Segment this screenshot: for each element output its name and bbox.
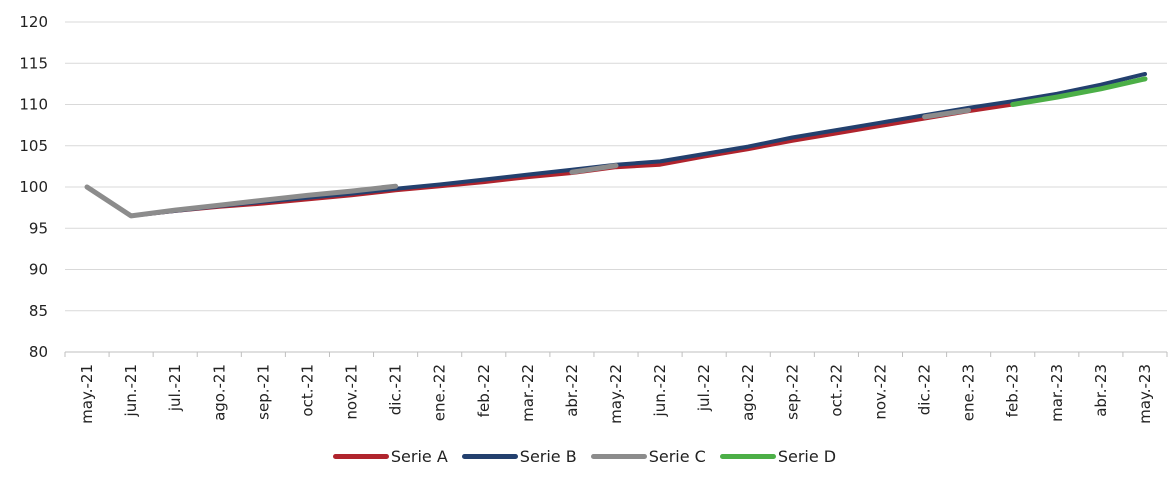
legend-swatch-serie-d (719, 453, 776, 459)
x-tick-label: feb.-23 (1004, 364, 1022, 417)
y-axis-ticks: 80 85 90 95 100 105 110 115 120 (19, 13, 48, 361)
x-tick-label: feb.-22 (475, 364, 493, 417)
y-tick-label: 115 (19, 54, 48, 72)
line-chart: 80 85 90 95 100 105 110 115 120 may.-21 jun.-21 ju… (19, 13, 1168, 424)
legend-swatch-serie-a (332, 453, 389, 459)
x-tick-label: may.-22 (607, 364, 625, 424)
x-tick-label: nov.-21 (343, 364, 361, 420)
y-tick-label: 100 (19, 178, 48, 196)
legend-item-serie-b: Serie B (461, 446, 577, 466)
series-line-serie-a (85, 76, 1147, 218)
legend-label-serie-d: Serie D (777, 446, 837, 466)
x-tick-label: ene.-23 (960, 364, 978, 421)
series-line-serie-c-segment (922, 107, 972, 120)
x-tick-label: oct.-21 (298, 364, 316, 417)
legend-swatch-serie-b (461, 453, 518, 459)
x-tick-label: mar.-23 (1048, 364, 1066, 422)
x-tick-label: ago.-21 (210, 364, 228, 421)
legend-item-serie-d: Serie D (719, 446, 837, 466)
x-tick-label: dic.-21 (387, 364, 405, 415)
x-tick-label: mar.-22 (519, 364, 537, 422)
x-tick-label: dic.-22 (916, 364, 934, 415)
x-tick-label: jul.-21 (166, 364, 184, 412)
series-line-serie-c-segment (84, 183, 399, 219)
x-tick-label: may.-21 (78, 364, 96, 424)
y-tick-label: 90 (29, 261, 48, 279)
x-axis-ticks: may.-21 jun.-21 jul.-21 ago.-21 sep.-21 oct.-… (64, 352, 1168, 424)
gridlines (65, 21, 1167, 353)
series-line-serie-b (85, 72, 1147, 218)
y-tick-label: 105 (19, 137, 48, 155)
x-tick-label: ene.-22 (431, 364, 449, 421)
legend-item-serie-a: Serie A (332, 446, 448, 466)
legend-item-serie-c: Serie C (590, 446, 706, 466)
x-tick-label: jun.-22 (651, 364, 669, 417)
legend-label-serie-c: Serie C (648, 446, 706, 466)
x-tick-label: oct.-22 (827, 364, 845, 417)
legend: Serie A Serie B Serie C Serie D (0, 438, 1169, 474)
x-tick-label: may.-23 (1136, 364, 1154, 424)
x-tick-label: jun.-21 (122, 364, 140, 417)
x-tick-label: abr.-22 (563, 364, 581, 417)
series-lines (84, 72, 1148, 219)
x-tick-label: sep.-22 (783, 364, 801, 420)
y-tick-label: 110 (19, 96, 48, 114)
series-line-serie-c-segment (569, 163, 619, 175)
legend-label-serie-b: Serie B (519, 446, 577, 466)
x-tick-label: jul.-22 (695, 364, 713, 412)
legend-swatch-serie-c (590, 453, 647, 459)
x-tick-label: abr.-23 (1092, 364, 1110, 417)
series-line-serie-d-segment (1010, 76, 1148, 107)
x-tick-label: nov.-22 (871, 364, 889, 420)
x-tick-label: sep.-21 (254, 364, 272, 420)
y-tick-label: 120 (19, 13, 48, 31)
legend-label-serie-a: Serie A (390, 446, 448, 466)
x-tick-label: ago.-22 (739, 364, 757, 421)
y-tick-label: 95 (29, 219, 48, 237)
y-tick-label: 85 (29, 302, 48, 320)
y-tick-label: 80 (29, 343, 48, 361)
